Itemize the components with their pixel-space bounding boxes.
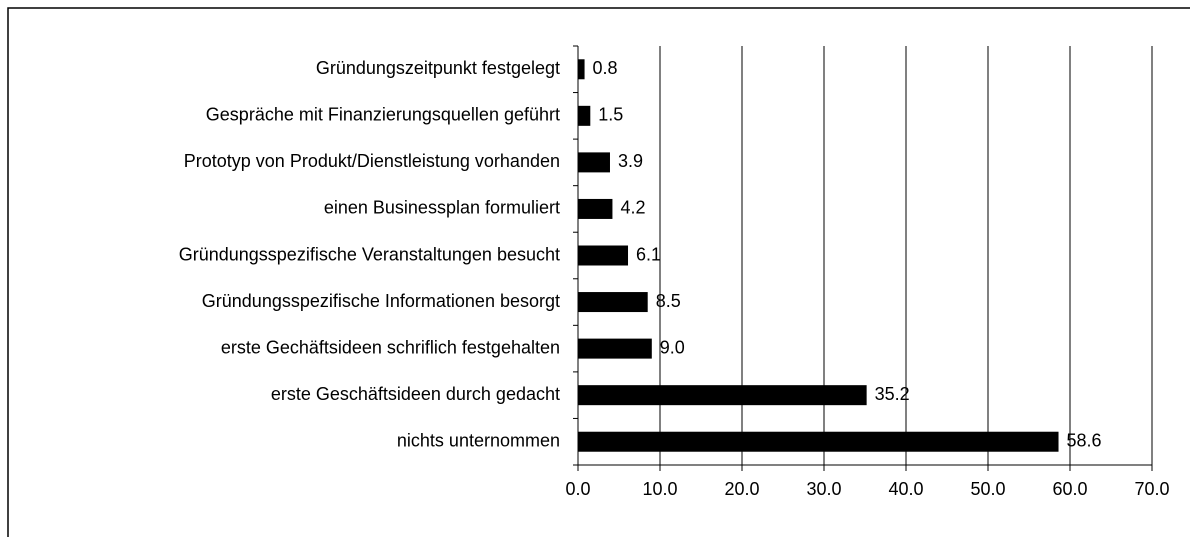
y-tick-label: erste Gechäftsideen schriflich festgehal… — [221, 337, 560, 357]
data-label: 58.6 — [1067, 430, 1102, 450]
x-tick-label: 30.0 — [806, 479, 841, 499]
y-tick-label: Gründungsspezifische Veranstaltungen bes… — [179, 244, 560, 264]
y-tick-label: einen Businessplan formuliert — [324, 198, 560, 218]
data-label: 4.2 — [620, 198, 645, 218]
data-label: 8.5 — [656, 291, 681, 311]
x-tick-label: 40.0 — [888, 479, 923, 499]
y-tick-label: Gespräche mit Finanzierungsquellen gefüh… — [206, 105, 560, 125]
x-tick-label: 10.0 — [642, 479, 677, 499]
bar — [578, 292, 648, 313]
y-tick-label: Gründungsspezifische Informationen besor… — [202, 291, 560, 311]
y-tick-label: Prototyp von Produkt/Dienstleistung vorh… — [184, 151, 560, 171]
y-tick-label: nichts unternommen — [397, 430, 560, 450]
bar — [578, 105, 591, 126]
data-label: 9.0 — [660, 337, 685, 357]
data-label: 6.1 — [636, 244, 661, 264]
x-tick-label: 20.0 — [724, 479, 759, 499]
data-label: 1.5 — [598, 105, 623, 125]
bar — [578, 431, 1059, 452]
x-tick-label: 60.0 — [1052, 479, 1087, 499]
data-label: 0.8 — [593, 58, 618, 78]
bar — [578, 338, 652, 359]
x-tick-label: 0.0 — [565, 479, 590, 499]
bar — [578, 245, 629, 266]
y-tick-label: erste Geschäftsideen durch gedacht — [271, 384, 560, 404]
data-label: 3.9 — [618, 151, 643, 171]
chart-border — [7, 7, 1190, 537]
x-tick-label: 50.0 — [970, 479, 1005, 499]
bar — [578, 385, 867, 406]
y-tick-label: Gründungszeitpunkt festgelegt — [316, 58, 560, 78]
data-label: 35.2 — [875, 384, 910, 404]
bar — [578, 152, 610, 173]
bar — [578, 59, 585, 80]
x-tick-label: 70.0 — [1134, 479, 1169, 499]
bar — [578, 198, 613, 219]
